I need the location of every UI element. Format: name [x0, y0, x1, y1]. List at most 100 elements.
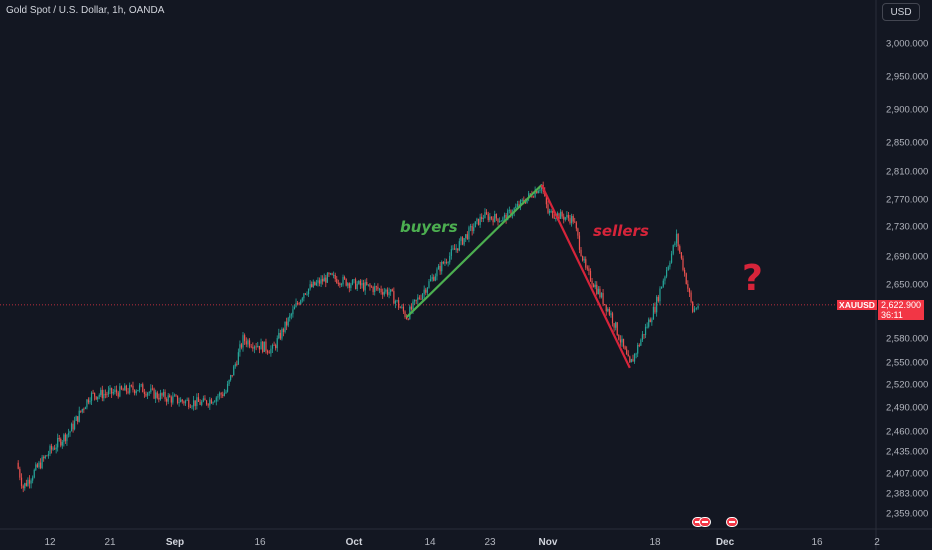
- candle-body: [199, 401, 201, 405]
- candle-body: [161, 393, 163, 396]
- candle-body: [404, 311, 406, 318]
- candle-body: [270, 348, 272, 354]
- candle-body: [196, 397, 198, 406]
- candle-body: [162, 391, 165, 396]
- candle-body: [622, 338, 625, 347]
- candle-body: [318, 280, 321, 284]
- candle-body: [593, 284, 595, 288]
- candle-body: [418, 297, 420, 299]
- candle-body: [230, 375, 232, 380]
- candle-body: [212, 402, 214, 404]
- candle-body: [485, 212, 488, 215]
- price-tick-label: 2,730.000: [886, 222, 928, 233]
- candle-body: [687, 284, 689, 289]
- candle-body: [577, 228, 579, 236]
- candle-body: [659, 288, 661, 302]
- candle-body: [35, 464, 37, 470]
- candle-body: [437, 265, 440, 270]
- price-tick-label: 2,850.000: [886, 138, 928, 149]
- candle-body: [685, 273, 687, 285]
- candle-body: [600, 293, 603, 298]
- candle-body: [210, 399, 213, 404]
- candle-body: [684, 269, 686, 274]
- candle-body: [637, 344, 639, 354]
- time-tick-label: 16: [254, 537, 266, 548]
- candle-body: [657, 296, 659, 302]
- candle-body: [516, 204, 518, 207]
- candle-body: [552, 210, 554, 218]
- candle-body: [166, 399, 168, 402]
- candle-body: [64, 434, 66, 442]
- candle-body: [74, 420, 76, 430]
- candle-body: [28, 479, 31, 484]
- candle-body: [383, 291, 385, 295]
- candle-body: [463, 238, 465, 245]
- candle-body: [420, 298, 422, 300]
- candle-body: [452, 248, 454, 250]
- candle-body: [375, 286, 377, 288]
- candle-body: [268, 352, 270, 354]
- candle-body: [382, 292, 384, 295]
- us-flag-event-icon[interactable]: [699, 517, 711, 527]
- candle-body: [588, 268, 590, 272]
- candle-body: [43, 457, 45, 459]
- candle-body: [605, 304, 607, 312]
- candle-body: [372, 287, 374, 293]
- candle-body: [465, 234, 467, 239]
- candle-body: [57, 438, 59, 448]
- candle-body: [311, 284, 313, 287]
- candle-body: [638, 344, 640, 346]
- candle-body: [574, 221, 576, 223]
- candle-body: [248, 340, 251, 347]
- candle-body: [607, 308, 609, 312]
- candle-body: [237, 352, 239, 365]
- candle-body: [351, 279, 354, 285]
- candle-body: [167, 395, 169, 402]
- candle-body: [524, 202, 527, 204]
- us-flag-event-icon[interactable]: [726, 517, 738, 527]
- candle-body: [649, 319, 651, 323]
- candle-body: [458, 241, 460, 251]
- candle-body: [323, 277, 325, 282]
- candle-body: [362, 283, 365, 291]
- time-tick-label: 21: [104, 537, 116, 548]
- candle-body: [468, 227, 470, 240]
- candle-body: [205, 400, 208, 405]
- candle-body: [151, 388, 154, 390]
- candle-body: [342, 277, 344, 285]
- candle-body: [555, 218, 557, 220]
- candle-body: [147, 392, 149, 396]
- candle-body: [575, 222, 577, 229]
- candle-body: [201, 401, 203, 405]
- candle-body: [697, 306, 699, 309]
- candle-body: [339, 283, 341, 286]
- candle-body: [317, 280, 319, 283]
- candle-body: [333, 274, 335, 276]
- candle-body: [553, 217, 555, 219]
- candle-body: [90, 392, 93, 401]
- candle-body: [391, 289, 393, 292]
- time-tick-label: Oct: [346, 537, 363, 548]
- candle-body: [487, 214, 489, 221]
- price-tick-label: 2,435.000: [886, 447, 928, 458]
- candle-body: [481, 216, 483, 220]
- candle-body: [591, 280, 593, 285]
- candle-body: [366, 282, 368, 285]
- candle-body: [214, 401, 216, 403]
- candle-body: [370, 286, 373, 288]
- candle-body: [38, 462, 40, 468]
- candle-body: [417, 297, 419, 301]
- candle-body: [641, 334, 644, 340]
- candle-body: [497, 218, 499, 223]
- candle-body: [425, 289, 427, 293]
- candle-body: [423, 289, 425, 294]
- candle-body: [644, 326, 647, 336]
- candle-body: [271, 344, 274, 349]
- candle-body: [426, 287, 428, 293]
- currency-selector[interactable]: USD: [882, 3, 920, 21]
- candle-body: [242, 335, 244, 348]
- candle-body: [303, 293, 305, 299]
- candle-body: [388, 292, 390, 295]
- candle-body: [490, 216, 493, 219]
